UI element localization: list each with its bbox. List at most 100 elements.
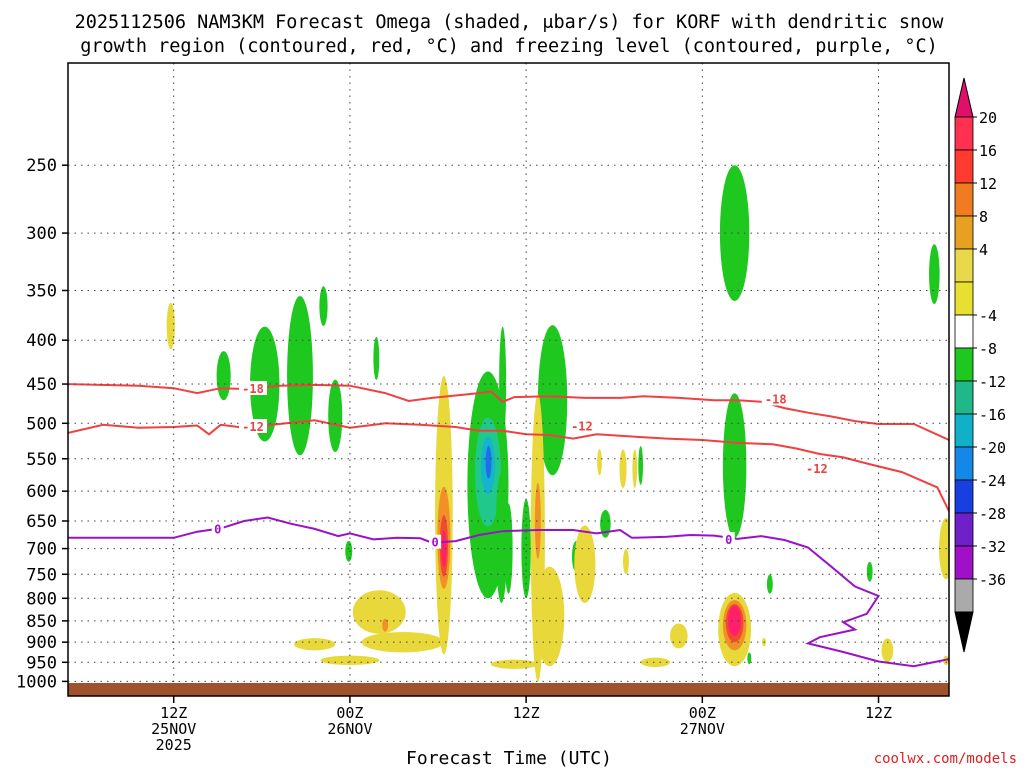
omega-region-43 [490, 659, 538, 669]
contour-label-bg [722, 531, 735, 546]
y-tick-label-250: 250 [26, 156, 57, 176]
x-tick-label-30-1: 26NOV [327, 720, 372, 738]
contour-label-bg [761, 391, 790, 406]
colorbar-top-arrow [954, 77, 974, 118]
plot-area: -18 -18 -12 -12 -12 0 0 0 [68, 63, 949, 696]
colorbar-label-10: -24 [979, 472, 1006, 490]
omega-region-11 [495, 472, 508, 603]
omega-region-41 [361, 631, 444, 653]
y-tick-label-950: 950 [26, 653, 57, 673]
omega-region-49 [728, 605, 742, 636]
omega-region-13 [504, 503, 513, 594]
colorbar: 20 16 12 8 4 -4 -8 -12 -16 -20 -24 -28 -32 -36 [954, 77, 1006, 653]
colorbar-swatch-3 [954, 215, 974, 250]
colorbar-swatch-7 [954, 347, 974, 382]
x-tick-label-0-1: 25NOV [151, 720, 196, 738]
y-tick-label-900: 900 [26, 633, 57, 653]
contour-label-1-1: -12 [571, 419, 593, 433]
omega-region-6 [345, 540, 353, 562]
omega-region-10 [485, 445, 492, 479]
y-tick-label-1000: 1000 [16, 672, 57, 692]
contour-label-2-1: 0 [431, 536, 438, 550]
y-axis: 2503003504004505005506006507007508008509… [16, 156, 68, 692]
chart-title-line-2: growth region (contoured, red, °C) and f… [80, 36, 938, 57]
omega-region-35 [619, 449, 627, 489]
y-tick-label-550: 550 [26, 450, 57, 470]
x-tick-label-0-0: 12Z [160, 704, 187, 722]
omega-region-51 [881, 638, 894, 663]
contour-label-bg [429, 534, 442, 549]
contour-label-bg [211, 521, 224, 536]
omega-shading [166, 165, 949, 682]
colorbar-label-7: -12 [979, 373, 1006, 391]
contour-labels: -18 -18 -12 -12 -12 0 0 0 [211, 380, 831, 550]
omega-region-52 [939, 517, 949, 580]
omega-region-19 [719, 165, 750, 301]
y-tick-label-400: 400 [26, 331, 57, 351]
omega-region-25 [166, 302, 175, 350]
contour-label-0-0: -18 [242, 382, 264, 396]
colorbar-label-11: -28 [979, 505, 1006, 523]
colorbar-swatch-0 [954, 116, 974, 151]
contour-label-bg [239, 380, 268, 395]
credit-text: coolwx.com/models [874, 751, 1017, 767]
colorbar-bottom-arrow [954, 611, 974, 653]
colorbar-swatch-11 [954, 479, 974, 514]
omega-region-20 [722, 393, 747, 538]
chart-title-line-1: 2025112506 NAM3KM Forecast Omega (shaded… [75, 12, 945, 33]
omega-region-34 [597, 448, 602, 476]
omega-region-5 [373, 336, 380, 380]
colorbar-swatch-1 [954, 149, 974, 184]
contour-line-2 [68, 516, 949, 668]
omega-region-24 [929, 244, 940, 305]
omega-region-32 [534, 566, 565, 667]
omega-region-3 [319, 286, 328, 326]
x-tick-label-90-0: 00Z [689, 704, 716, 722]
omega-region-4 [328, 379, 343, 452]
colorbar-label-13: -36 [979, 571, 1006, 589]
omega-region-2 [287, 296, 313, 456]
omega-region-44 [640, 657, 671, 667]
colorbar-label-5: -4 [979, 307, 997, 325]
grid-lines [68, 63, 949, 696]
colorbar-label-8: -16 [979, 406, 1006, 424]
contour-label-2-2: 0 [725, 533, 732, 547]
colorbar-swatch-2 [954, 182, 974, 217]
colorbar-swatch-8 [954, 380, 974, 415]
colorbar-swatch-10 [954, 446, 974, 481]
omega-region-38 [352, 590, 406, 634]
contour-label-1-2: -12 [806, 462, 828, 476]
colorbar-swatch-14 [954, 578, 974, 613]
colorbar-swatch-4 [954, 248, 974, 283]
contour-line-1 [68, 419, 949, 512]
colorbar-label-3: 8 [979, 208, 988, 226]
x-axis-label: Forecast Time (UTC) [406, 748, 612, 768]
y-tick-label-300: 300 [26, 224, 57, 244]
x-tick-label-60-0: 12Z [513, 704, 540, 722]
colorbar-label-12: -32 [979, 538, 1006, 556]
y-tick-label-500: 500 [26, 414, 57, 434]
y-tick-label-450: 450 [26, 375, 57, 395]
colorbar-swatch-12 [954, 512, 974, 547]
contour-label-1-0: -12 [242, 420, 264, 434]
x-tick-label-0-2: 2025 [156, 736, 192, 754]
omega-region-21 [747, 652, 752, 665]
colorbar-swatch-9 [954, 413, 974, 448]
omega-region-15 [521, 498, 531, 599]
omega-region-36 [623, 549, 629, 575]
colorbar-label-6: -8 [979, 340, 997, 358]
contour-label-0-1: -18 [765, 392, 787, 406]
contour-label-bg [239, 418, 268, 433]
omega-region-42 [320, 655, 380, 666]
omega-region-37 [632, 449, 638, 489]
omega-region-31 [534, 482, 541, 560]
colorbar-label-0: 20 [979, 109, 997, 127]
omega-region-39 [382, 618, 389, 632]
colorbar-label-2: 12 [979, 175, 997, 193]
y-tick-label-350: 350 [26, 281, 57, 301]
omega-region-0 [216, 351, 231, 401]
colorbar-swatch-5 [954, 281, 974, 316]
omega-region-33 [574, 525, 596, 603]
x-tick-label-120-0: 12Z [865, 704, 892, 722]
